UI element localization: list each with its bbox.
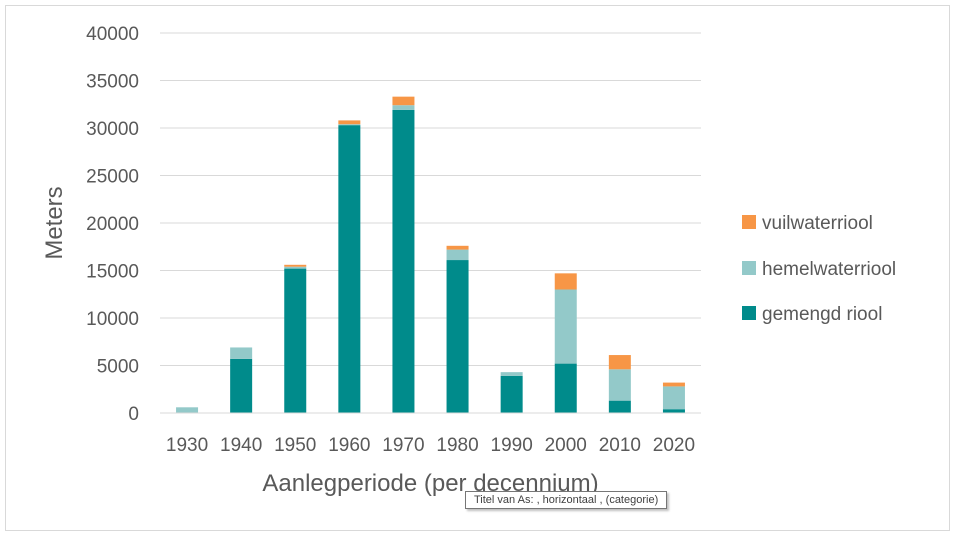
x-tick-label: 1970	[382, 435, 424, 456]
x-tick-label: 2020	[653, 435, 695, 456]
bar-hemelwaterriool-2000[interactable]	[554, 289, 577, 364]
bar-hemelwaterriool-2010[interactable]	[608, 369, 631, 401]
bar-vuilwaterriool-1970[interactable]	[392, 96, 415, 106]
x-tick-label: 1940	[220, 435, 262, 456]
bar-hemelwaterriool-1970[interactable]	[392, 105, 415, 110]
y-tick-label: 35000	[86, 72, 139, 93]
y-axis-ticks: 0 5000 10000 15000 20000 25000 30000 35000 40000	[86, 24, 139, 425]
bar-vuilwaterriool-2010[interactable]	[608, 355, 631, 370]
legend[interactable]: vuilwaterriool hemelwaterriool gemengd rio…	[742, 213, 896, 325]
y-tick-label: 10000	[86, 309, 139, 330]
y-axis-title[interactable]: Meters	[41, 186, 68, 259]
x-tick-label: 1980	[436, 435, 478, 456]
bar-gemengd-riool-1940[interactable]	[230, 358, 253, 413]
bar-hemelwaterriool-1930[interactable]	[176, 407, 199, 413]
bar-vuilwaterriool-1960[interactable]	[338, 120, 361, 125]
bar-gemengd-riool-1960[interactable]	[338, 125, 361, 414]
bar-hemelwaterriool-1950[interactable]	[284, 266, 307, 269]
bar-gemengd-riool-2000[interactable]	[554, 363, 577, 413]
y-tick-label: 20000	[86, 214, 139, 235]
bar-gemengd-riool-1990[interactable]	[500, 375, 523, 413]
chart-area	[5, 5, 950, 531]
bar-hemelwaterriool-1990[interactable]	[500, 372, 523, 376]
bar-vuilwaterriool-1980[interactable]	[446, 245, 469, 250]
bar-gemengd-riool-2020[interactable]	[662, 409, 685, 413]
axis-title-tooltip: Titel van As: , horizontaal , (categorie…	[465, 491, 668, 509]
bar-hemelwaterriool-1940[interactable]	[230, 347, 253, 359]
x-tick-label: 1960	[328, 435, 370, 456]
bar-gemengd-riool-2010[interactable]	[608, 400, 631, 413]
x-tick-label: 1990	[491, 435, 533, 456]
x-tick-label: 1950	[274, 435, 316, 456]
bar-vuilwaterriool-2000[interactable]	[554, 273, 577, 290]
y-tick-label: 5000	[97, 357, 139, 378]
y-tick-label: 15000	[86, 262, 139, 283]
bar-vuilwaterriool-2020[interactable]	[662, 382, 685, 387]
legend-label-gemengd-riool[interactable]: gemengd riool	[762, 304, 882, 325]
x-tick-label: 2010	[599, 435, 641, 456]
legend-swatch-hemelwaterriool[interactable]	[742, 261, 756, 275]
x-tick-label: 1930	[166, 435, 208, 456]
bar-hemelwaterriool-2020[interactable]	[662, 386, 685, 410]
y-tick-label: 30000	[86, 119, 139, 140]
x-tick-label: 2000	[545, 435, 587, 456]
y-tick-label: 40000	[86, 24, 139, 45]
legend-swatch-gemengd-riool[interactable]	[742, 306, 756, 320]
legend-label-vuilwaterriool[interactable]: vuilwaterriool	[762, 213, 873, 234]
bar-vuilwaterriool-1950[interactable]	[284, 264, 307, 267]
bar-hemelwaterriool-1980[interactable]	[446, 249, 469, 261]
y-tick-label: 0	[128, 404, 139, 425]
bar-gemengd-riool-1950[interactable]	[284, 268, 307, 413]
bar-hemelwaterriool-1960[interactable]	[338, 124, 361, 126]
x-axis-ticks: 1930 1940 1950 1960 1970 1980 1990 2000 2010 2020	[166, 435, 695, 456]
legend-label-hemelwaterriool[interactable]: hemelwaterriool	[762, 259, 896, 280]
bar-gemengd-riool-1980[interactable]	[446, 260, 469, 413]
y-tick-label: 25000	[86, 167, 139, 188]
legend-swatch-vuilwaterriool[interactable]	[742, 215, 756, 229]
bars[interactable]	[176, 96, 685, 414]
bar-gemengd-riool-1970[interactable]	[392, 109, 415, 413]
gridlines	[160, 32, 701, 366]
